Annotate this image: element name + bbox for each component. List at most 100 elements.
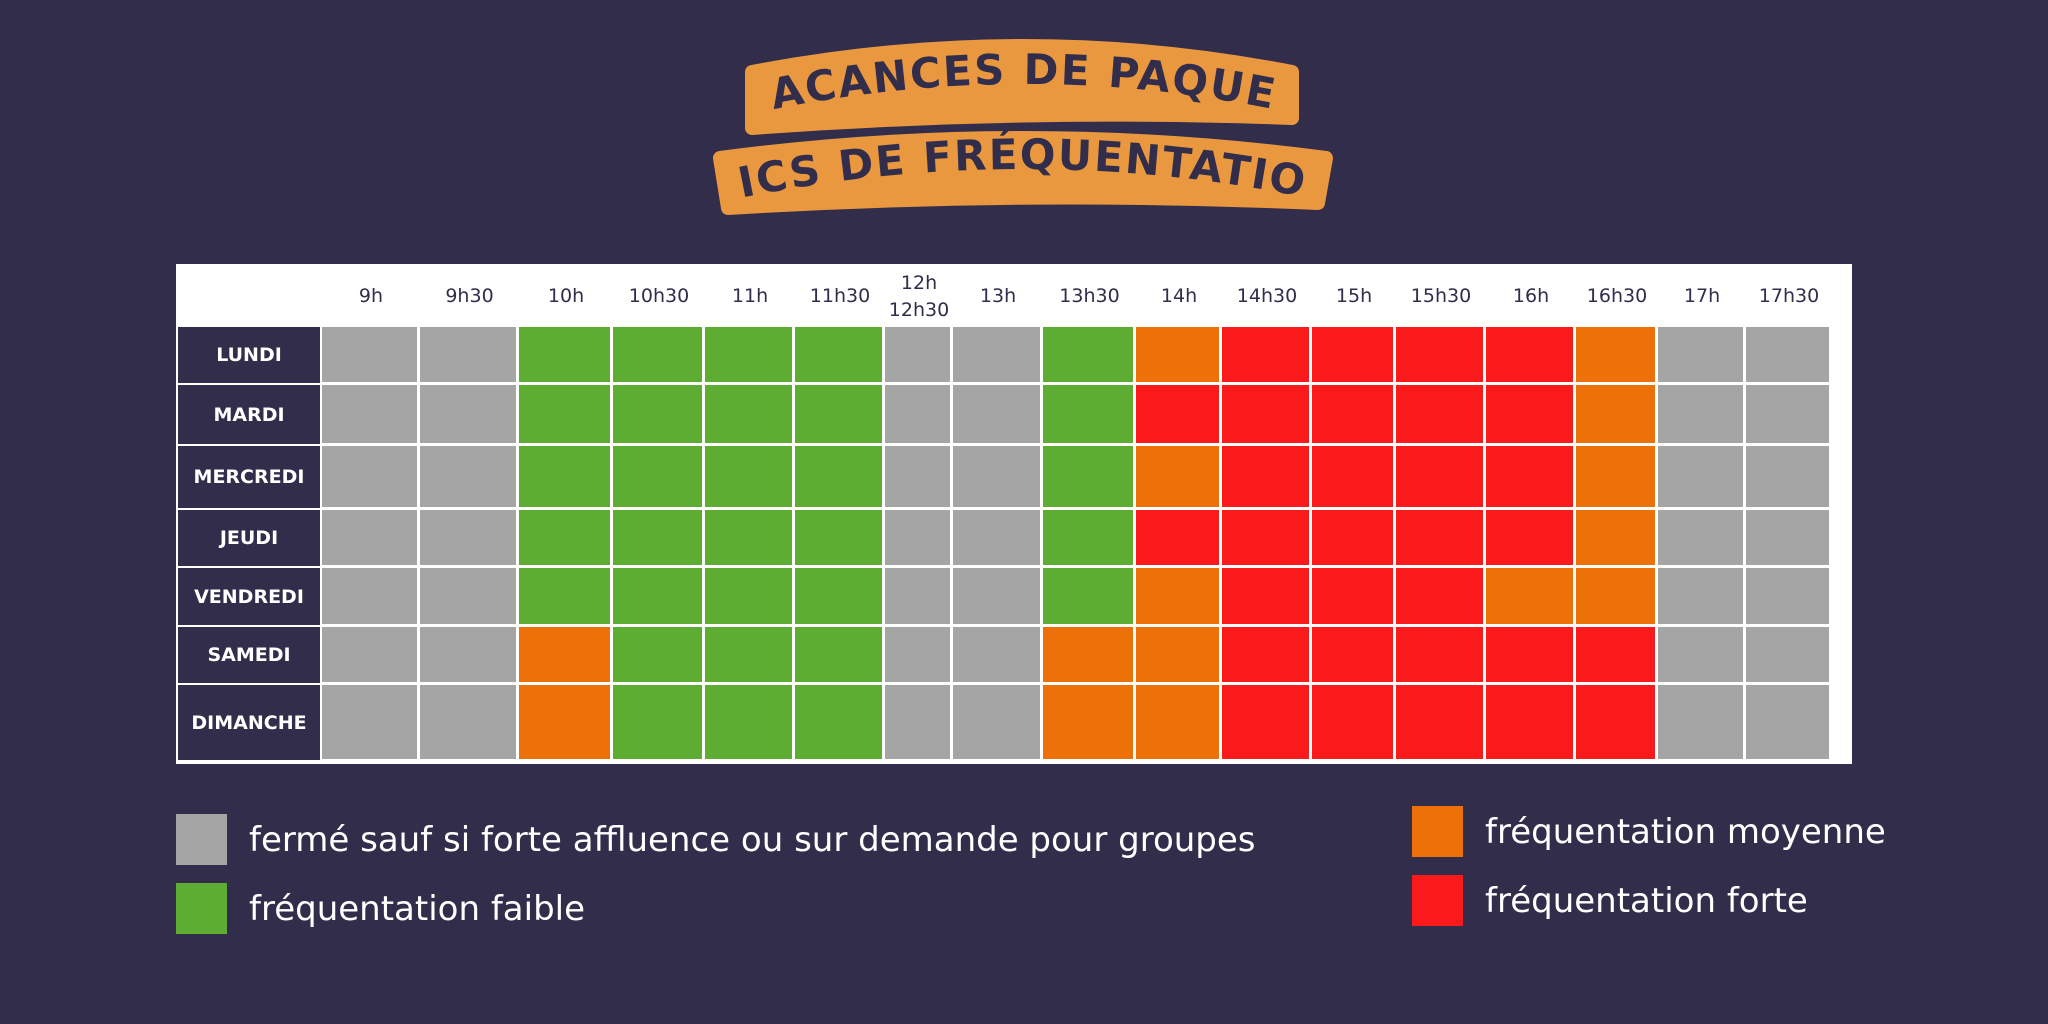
heatmap-cell-ferme [1658, 685, 1746, 762]
heatmap-cell-ferme [953, 385, 1043, 446]
heatmap-cell-forte [1136, 510, 1222, 568]
heatmap-cell-ferme [1658, 568, 1746, 627]
heatmap-cell-forte [1222, 568, 1312, 627]
heatmap-cell-forte [1312, 446, 1396, 510]
heatmap-cell-forte [1312, 327, 1396, 385]
heatmap-cell-ferme [1658, 446, 1746, 510]
heatmap-cell-forte [1222, 385, 1312, 446]
legend-item-ferme: fermé sauf si forte affluence ou sur dem… [176, 814, 1256, 865]
heatmap-cell-forte [1312, 568, 1396, 627]
heatmap-cell-forte [1222, 446, 1312, 510]
heatmap-cell-faible [519, 327, 613, 385]
heatmap-cell-forte [1396, 385, 1486, 446]
time-header: 10h30 [613, 266, 705, 327]
heatmap-cell-ferme [953, 685, 1043, 762]
time-header: 13h [953, 266, 1043, 327]
heatmap-cell-forte [1396, 685, 1486, 762]
heatmap-cell-faible [613, 446, 705, 510]
legend-label-faible: fréquentation faible [249, 888, 586, 929]
heatmap-cell-faible [519, 510, 613, 568]
heatmap-cell-moyenne [1576, 327, 1658, 385]
heatmap-cell-moyenne [1136, 446, 1222, 510]
heatmap-cell-ferme [953, 568, 1043, 627]
heatmap-cell-ferme [1746, 510, 1832, 568]
heatmap-cell-ferme [420, 627, 519, 685]
heatmap-cell-forte [1222, 510, 1312, 568]
legend-label-forte: fréquentation forte [1485, 880, 1808, 921]
heatmap-cell-moyenne [1136, 568, 1222, 627]
heatmap-cell-forte [1396, 627, 1486, 685]
heatmap-cell-faible [795, 446, 885, 510]
heatmap-cell-moyenne [1136, 627, 1222, 685]
legend-item-forte: fréquentation forte [1412, 875, 1808, 926]
heatmap-cell-forte [1222, 685, 1312, 762]
time-header: 17h [1658, 266, 1746, 327]
heatmap-cell-faible [613, 627, 705, 685]
legend-swatch-faible [176, 883, 227, 934]
heatmap-cell-ferme [885, 685, 953, 762]
heatmap-cell-moyenne [1043, 685, 1136, 762]
heatmap-cell-forte [1576, 685, 1658, 762]
time-header: 15h [1312, 266, 1396, 327]
heatmap-cell-ferme [1746, 685, 1832, 762]
heatmap-cell-faible [1043, 446, 1136, 510]
time-header: 9h30 [420, 266, 519, 327]
heatmap-cell-forte [1222, 627, 1312, 685]
heatmap-cell-moyenne [519, 627, 613, 685]
heatmap-cell-ferme [322, 510, 420, 568]
heatmap-cell-ferme [953, 327, 1043, 385]
day-label: MARDI [178, 385, 322, 446]
heatmap-cell-ferme [1746, 327, 1832, 385]
heatmap-cell-ferme [1658, 627, 1746, 685]
heatmap-cell-forte [1312, 685, 1396, 762]
heatmap-cell-moyenne [1576, 568, 1658, 627]
heatmap-cell-faible [705, 446, 795, 510]
heatmap-cell-moyenne [1043, 627, 1136, 685]
day-label: VENDREDI [178, 568, 322, 627]
heatmap-cell-ferme [322, 446, 420, 510]
heatmap-cell-faible [519, 568, 613, 627]
heatmap-cell-faible [705, 327, 795, 385]
heatmap-cell-moyenne [1576, 446, 1658, 510]
legend-swatch-forte [1412, 875, 1463, 926]
heatmap-cell-moyenne [519, 685, 613, 762]
heatmap-cell-faible [1043, 327, 1136, 385]
heatmap-cell-ferme [885, 385, 953, 446]
heatmap-cell-faible [613, 568, 705, 627]
heatmap-cell-ferme [1658, 510, 1746, 568]
day-label: MERCREDI [178, 446, 322, 510]
heatmap-cell-ferme [322, 685, 420, 762]
heatmap-cell-forte [1486, 446, 1576, 510]
heatmap-cell-forte [1396, 446, 1486, 510]
heatmap-cell-moyenne [1486, 568, 1576, 627]
heatmap-cell-forte [1222, 327, 1312, 385]
heatmap-cell-faible [613, 510, 705, 568]
time-header: 14h [1136, 266, 1222, 327]
heatmap-cell-moyenne [1576, 385, 1658, 446]
heatmap-cell-forte [1396, 568, 1486, 627]
heatmap-cell-forte [1486, 327, 1576, 385]
heatmap-cell-faible [1043, 510, 1136, 568]
heatmap-cell-ferme [420, 568, 519, 627]
heatmap-cell-ferme [953, 446, 1043, 510]
time-header: 9h [322, 266, 420, 327]
heatmap-cell-ferme [885, 446, 953, 510]
heatmap-cell-faible [795, 685, 885, 762]
heatmap-cell-faible [705, 510, 795, 568]
heatmap-cell-forte [1312, 510, 1396, 568]
time-header: 12h 12h30 [885, 266, 953, 327]
heatmap-cell-moyenne [1576, 510, 1658, 568]
time-header: 14h30 [1222, 266, 1312, 327]
time-header: 10h [519, 266, 613, 327]
heatmap-cell-ferme [420, 510, 519, 568]
title-banner-bottom [713, 131, 1333, 215]
heatmap-cell-faible [795, 327, 885, 385]
heatmap-cell-ferme [1746, 568, 1832, 627]
heatmap-cell-ferme [420, 685, 519, 762]
time-header: 15h30 [1396, 266, 1486, 327]
heatmap-cell-faible [705, 568, 795, 627]
time-header: 11h [705, 266, 795, 327]
heatmap-cell-forte [1136, 385, 1222, 446]
heatmap-cell-faible [519, 385, 613, 446]
heatmap-cell-faible [795, 568, 885, 627]
